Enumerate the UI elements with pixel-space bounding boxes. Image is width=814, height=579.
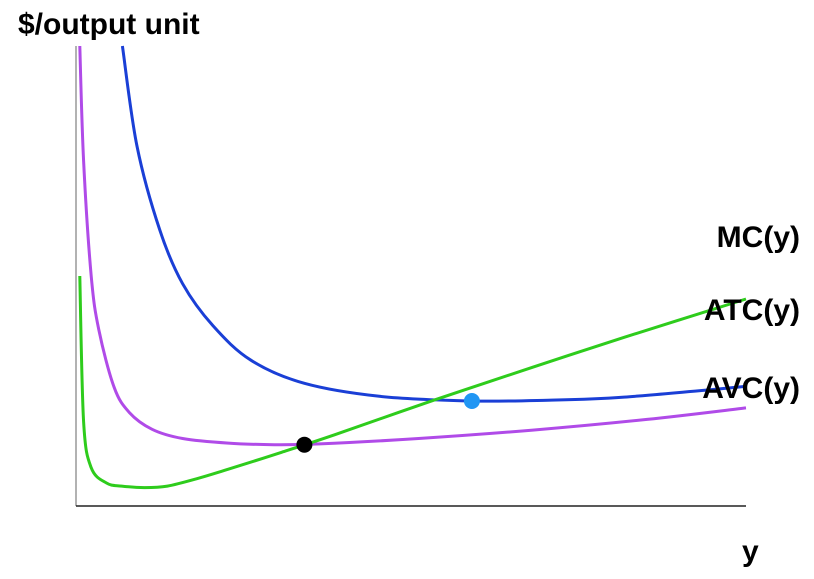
series-group — [78, 45, 747, 490]
marker-group — [296, 393, 480, 453]
avc-curve — [78, 45, 747, 447]
atc-curve — [120, 45, 747, 403]
series-label-avc: AVC(y) — [702, 372, 800, 405]
mc-curve — [78, 275, 747, 490]
series-label-atc: ATC(y) — [704, 294, 800, 327]
y-axis-label: $/output unit — [18, 8, 200, 41]
x-axis-label: y — [742, 535, 759, 568]
mc-avc-intersection-marker — [296, 436, 313, 453]
series-label-mc: MC(y) — [717, 221, 800, 254]
mc-atc-intersection-marker — [463, 393, 480, 409]
